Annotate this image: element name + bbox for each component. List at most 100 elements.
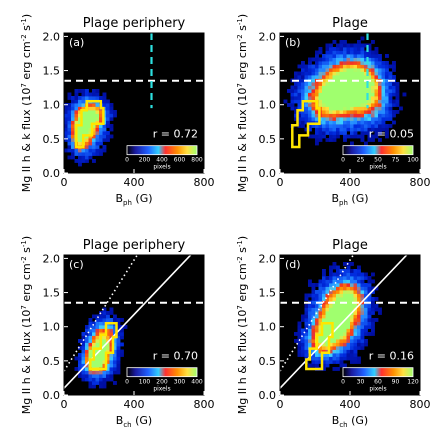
density-cell bbox=[325, 106, 330, 111]
density-cell bbox=[346, 311, 351, 315]
density-cell bbox=[301, 124, 305, 128]
density-cell bbox=[353, 276, 358, 280]
density-cell bbox=[92, 134, 96, 139]
density-cell bbox=[325, 117, 330, 121]
density-cell bbox=[343, 47, 347, 51]
density-cell bbox=[109, 124, 114, 128]
density-cell bbox=[311, 120, 316, 125]
density-cell bbox=[385, 124, 389, 128]
density-cell bbox=[85, 349, 89, 354]
density-cell bbox=[357, 85, 361, 90]
density-cell bbox=[343, 82, 347, 86]
density-cell bbox=[343, 321, 347, 326]
density-cell bbox=[329, 353, 333, 357]
density-cell bbox=[339, 106, 344, 111]
density-cell bbox=[339, 113, 344, 118]
density-cell bbox=[92, 113, 96, 118]
density-cell bbox=[395, 103, 400, 107]
density-cell bbox=[364, 110, 368, 114]
density-cell bbox=[81, 103, 86, 107]
density-cell bbox=[95, 335, 100, 340]
density-cell bbox=[350, 57, 354, 62]
density-cell bbox=[364, 75, 368, 79]
density-cell bbox=[315, 283, 319, 287]
density-cell bbox=[102, 131, 107, 135]
density-cell bbox=[357, 328, 361, 333]
density-cell bbox=[318, 318, 323, 322]
density-cell bbox=[329, 96, 333, 100]
density-cell bbox=[357, 43, 361, 48]
density-cell bbox=[346, 353, 351, 357]
density-cell bbox=[308, 304, 312, 308]
density-cell bbox=[88, 370, 93, 375]
density-cell bbox=[311, 325, 316, 329]
density-cell bbox=[350, 335, 354, 340]
density-cell bbox=[308, 311, 312, 315]
density-cell bbox=[385, 64, 389, 69]
density-cell bbox=[357, 127, 361, 132]
density-cell bbox=[367, 311, 372, 315]
density-cell bbox=[113, 339, 117, 343]
density-cell bbox=[388, 71, 393, 76]
density-cell bbox=[325, 286, 330, 291]
density-cell bbox=[315, 124, 319, 128]
density-cell bbox=[301, 92, 305, 97]
density-cell bbox=[374, 110, 379, 114]
density-cell bbox=[329, 311, 333, 315]
density-cell bbox=[339, 110, 344, 114]
density-cell bbox=[109, 370, 114, 375]
density-cell bbox=[109, 307, 114, 312]
density-cell bbox=[322, 57, 326, 62]
density-cell bbox=[297, 353, 302, 357]
density-cell bbox=[301, 335, 305, 340]
density-cell bbox=[95, 138, 100, 142]
density-cell bbox=[297, 124, 302, 128]
density-cell bbox=[78, 356, 82, 361]
density-cell bbox=[343, 356, 347, 361]
density-cell bbox=[350, 276, 354, 280]
density-cell bbox=[343, 335, 347, 340]
density-cell bbox=[325, 283, 330, 287]
density-cell bbox=[367, 120, 372, 125]
density-cell bbox=[290, 106, 295, 111]
density-cell bbox=[102, 124, 107, 128]
density-cell bbox=[78, 152, 82, 156]
panel-title: Plage periphery bbox=[83, 16, 186, 31]
density-cell bbox=[294, 82, 298, 86]
density-cell bbox=[339, 339, 344, 343]
density-cell bbox=[332, 92, 337, 97]
y-tick-label: 1.0 bbox=[259, 321, 277, 334]
density-cell bbox=[336, 321, 340, 326]
density-cell bbox=[308, 318, 312, 322]
density-cell bbox=[78, 159, 82, 163]
density-cell bbox=[95, 131, 100, 135]
density-cell bbox=[346, 325, 351, 329]
density-cell bbox=[332, 346, 337, 350]
density-cell bbox=[311, 117, 316, 121]
density-cell bbox=[325, 356, 330, 361]
colorbar-tick: 200 bbox=[156, 379, 168, 386]
density-cell bbox=[297, 113, 302, 118]
density-cell bbox=[343, 57, 347, 62]
density-cell bbox=[360, 127, 365, 132]
density-cell bbox=[357, 103, 361, 107]
density-cell bbox=[329, 124, 333, 128]
density-cell bbox=[346, 124, 351, 128]
density-cell bbox=[71, 99, 75, 104]
density-cell bbox=[329, 106, 333, 111]
density-cell bbox=[106, 353, 110, 357]
density-cell bbox=[318, 71, 323, 76]
density-cell bbox=[304, 321, 309, 326]
density-cell bbox=[346, 332, 351, 336]
density-cell bbox=[371, 61, 375, 65]
density-cell bbox=[350, 141, 354, 146]
density-cell bbox=[339, 124, 344, 128]
density-cell bbox=[311, 335, 316, 340]
density-cell bbox=[339, 283, 344, 287]
density-cell bbox=[92, 117, 96, 121]
density-cell bbox=[371, 272, 375, 277]
density-cell bbox=[106, 138, 110, 142]
density-cell bbox=[301, 353, 305, 357]
density-cell bbox=[360, 106, 365, 111]
